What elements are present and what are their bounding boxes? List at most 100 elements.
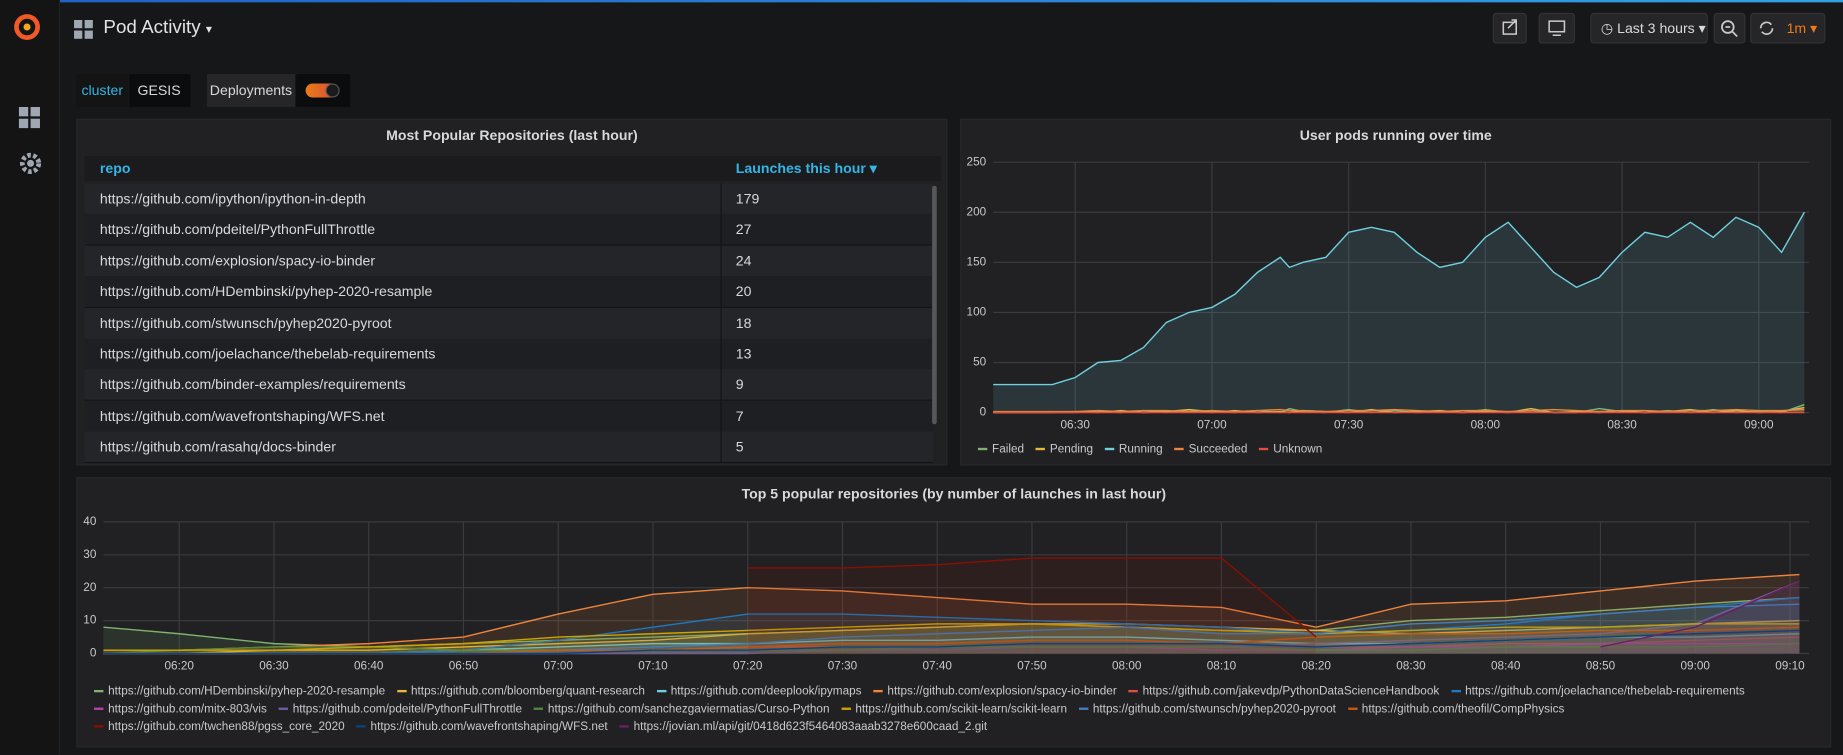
repo-cell: https://github.com/wavefrontshaping/WFS.… xyxy=(99,407,385,425)
column-divider xyxy=(720,276,722,307)
monitor-icon xyxy=(1548,20,1566,37)
legend-item[interactable]: https://github.com/deeplook/ipymaps xyxy=(656,685,862,699)
legend-label: https://github.com/sanchezgaviermatias/C… xyxy=(547,702,830,716)
settings-icon[interactable] xyxy=(19,152,43,176)
legend-label: https://github.com/bloomberg/quant-resea… xyxy=(410,685,645,699)
legend-label: Unknown xyxy=(1273,443,1323,457)
repo-cell: https://github.com/pdeitel/PythonFullThr… xyxy=(99,221,376,238)
legend-label: https://github.com/deeplook/ipymaps xyxy=(670,685,862,699)
grafana-logo[interactable] xyxy=(11,11,44,44)
legend-swatch xyxy=(977,448,988,451)
table-row: https://github.com/pdeitel/PythonFullThr… xyxy=(84,214,934,247)
share-icon xyxy=(1502,19,1518,35)
legend-item[interactable]: Succeeded xyxy=(1174,443,1247,456)
share-button[interactable] xyxy=(1492,12,1527,44)
time-picker[interactable]: ◷ Last 3 hours ▾ xyxy=(1590,12,1708,44)
table-row: https://github.com/HDembinski/pyhep-2020… xyxy=(84,276,934,309)
legend-item[interactable]: https://github.com/pdeitel/PythonFullThr… xyxy=(278,702,523,716)
table-row: https://github.com/ipython/ipython-in-de… xyxy=(84,183,934,216)
legend-swatch xyxy=(94,725,104,728)
table-body: https://github.com/ipython/ipython-in-de… xyxy=(78,183,949,464)
legend-label: Running xyxy=(1118,443,1163,457)
variable-dropdown[interactable]: GESIS ▾ xyxy=(129,74,191,132)
legend-item[interactable]: https://github.com/stwunsch/pyhep2020-py… xyxy=(1078,703,1336,716)
column-divider xyxy=(720,338,722,370)
sidebar xyxy=(0,0,60,755)
variable-value: GESIS xyxy=(137,82,181,99)
zoom-icon xyxy=(1721,20,1738,38)
legend-item[interactable]: Unknown xyxy=(1259,443,1322,456)
legend-item[interactable]: https://github.com/jakevdp/PythonDataSci… xyxy=(1128,685,1439,698)
variable-label: cluster xyxy=(76,74,129,107)
table-row: https://github.com/joelachance/thebelab-… xyxy=(84,338,934,371)
legend-swatch xyxy=(396,690,407,693)
legend-item[interactable]: Failed xyxy=(977,443,1024,456)
legend-swatch xyxy=(841,708,851,711)
dashboard-title[interactable]: Pod Activity ▾ xyxy=(103,18,211,39)
column-divider xyxy=(720,214,722,245)
column-divider xyxy=(720,183,722,214)
caret: ▾ xyxy=(205,23,212,37)
panel-title: Top 5 popular repositories (by number of… xyxy=(741,485,1167,502)
legend-swatch xyxy=(656,690,667,693)
legend-item[interactable]: https://github.com/scikit-learn/scikit-l… xyxy=(841,703,1067,716)
column-header-sorted[interactable]: Launches this hour ▾ xyxy=(735,159,877,177)
launches-cell: 9 xyxy=(735,376,744,394)
table-row: https://github.com/rasahq/docs-binder 5 xyxy=(84,431,934,464)
legend-label: Succeeded xyxy=(1188,443,1248,457)
legend-item[interactable]: Running xyxy=(1104,443,1163,457)
legend-item[interactable]: https://github.com/twchen88/pgss_core_20… xyxy=(94,721,345,733)
legend-item[interactable]: https://github.com/HDembinski/pyhep-2020… xyxy=(94,685,385,698)
legend-item[interactable]: https://jovian.ml/api/git/0418d623f54640… xyxy=(619,721,987,733)
panel-title: User pods running over time xyxy=(1299,126,1492,144)
column-header: Launches this hour xyxy=(735,159,866,177)
legend-swatch xyxy=(873,690,883,693)
legend-item[interactable]: https://github.com/explosion/spacy-io-bi… xyxy=(873,685,1117,698)
legend-item[interactable]: https://github.com/mitx-803/vis xyxy=(94,703,267,716)
legend-swatch xyxy=(1078,708,1089,711)
time-range: Last 3 hours xyxy=(1617,19,1695,37)
legend-item[interactable]: https://github.com/wavefrontshaping/WFS.… xyxy=(356,720,608,734)
repo-cell: https://github.com/binder-examples/requi… xyxy=(99,376,406,394)
repo-cell: https://github.com/rasahq/docs-binder xyxy=(99,438,336,456)
legend-item[interactable]: https://github.com/sanchezgaviermatias/C… xyxy=(533,702,830,716)
table-header: repo Launches this hour ▾ xyxy=(84,156,942,182)
repo-cell: https://github.com/HDembinski/pyhep-2020… xyxy=(99,283,433,300)
column-divider xyxy=(720,400,722,432)
launches-cell: 20 xyxy=(735,283,752,300)
legend-label: https://github.com/wavefrontshaping/WFS.… xyxy=(370,720,608,734)
legend-swatch xyxy=(1347,708,1358,711)
legend-swatch xyxy=(278,708,289,711)
legend-label: https://github.com/scikit-learn/scikit-l… xyxy=(855,702,1068,716)
table-row: https://github.com/binder-examples/requi… xyxy=(84,369,934,402)
legend-label: Pending xyxy=(1049,443,1094,457)
title-text: Pod Activity xyxy=(103,17,201,38)
legend-swatch xyxy=(1259,448,1269,451)
legend-item[interactable]: Pending xyxy=(1035,443,1094,457)
scrollbar[interactable] xyxy=(932,185,937,425)
legend-label: https://github.com/theofil/CompPhysics xyxy=(1361,702,1565,716)
panel-title: Most Popular Repositories (last hour) xyxy=(386,126,638,144)
legend-item[interactable]: https://github.com/theofil/CompPhysics xyxy=(1347,702,1565,716)
legend-item[interactable]: https://github.com/bloomberg/quant-resea… xyxy=(396,685,645,699)
legend-swatch xyxy=(1035,448,1046,451)
column-divider xyxy=(720,431,722,463)
refresh-picker[interactable]: 1m ▾ xyxy=(1750,12,1826,44)
toggle[interactable] xyxy=(296,74,351,107)
legend-label: https://github.com/pdeitel/PythonFullThr… xyxy=(292,702,523,716)
dashboards-icon[interactable] xyxy=(18,106,43,131)
column-header[interactable]: repo xyxy=(99,159,131,177)
zoom-out-button[interactable] xyxy=(1713,12,1746,44)
legend-swatch xyxy=(1174,448,1184,451)
launches-cell: 13 xyxy=(735,345,752,363)
launches-cell: 18 xyxy=(735,314,752,331)
refresh-text: 1m xyxy=(1786,19,1807,37)
top-accent xyxy=(0,0,1843,3)
legend-swatch xyxy=(619,725,629,728)
refresh-interval: 1m ▾ xyxy=(1786,19,1818,37)
tv-mode-button[interactable] xyxy=(1538,12,1576,44)
legend: https://github.com/HDembinski/pyhep-2020… xyxy=(94,685,1822,733)
legend-item[interactable]: https://github.com/joelachance/thebelab-… xyxy=(1451,685,1745,698)
repo-cell: https://github.com/ipython/ipython-in-de… xyxy=(99,190,366,207)
launches-cell: 7 xyxy=(735,407,744,425)
